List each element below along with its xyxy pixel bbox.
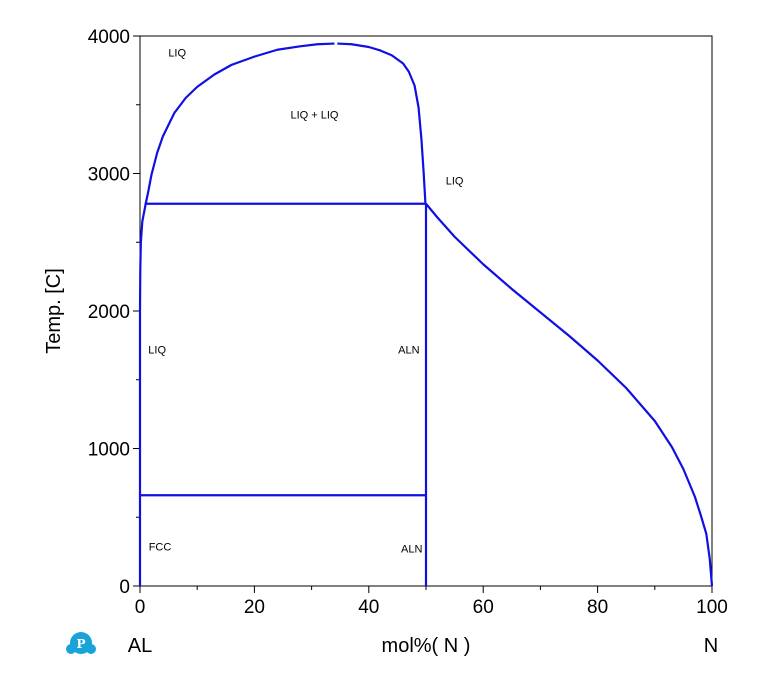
x-left-component: AL — [128, 635, 152, 657]
phase-label: FCC — [149, 541, 172, 553]
x-right-component: N — [704, 635, 718, 657]
phase-label: ALN — [398, 345, 419, 357]
x-tick-label: 100 — [696, 597, 728, 618]
x-tick-label: 40 — [358, 597, 379, 618]
x-tick-label: 0 — [135, 597, 146, 618]
x-axis-title: mol%( N ) — [382, 635, 471, 657]
phase-boundary-miscibility-gap-left — [138, 42, 335, 312]
x-tick-label: 60 — [473, 597, 494, 618]
phase-label: LIQ — [148, 345, 166, 357]
y-tick-label: 3000 — [88, 165, 130, 186]
phase-label: ALN — [401, 543, 422, 555]
phase-boundary-liquidus-right — [425, 203, 714, 587]
x-tick-labels: 0 20 40 60 80 100 — [135, 597, 728, 618]
y-tick-label: 0 — [119, 577, 130, 598]
phase-boundaries — [138, 42, 714, 587]
phase-label: LIQ + LIQ — [290, 110, 338, 122]
y-tick-label: 1000 — [88, 440, 130, 461]
axis-ticks — [133, 35, 713, 593]
phase-boundary-miscibility-gap-right — [337, 42, 427, 204]
software-logo-icon: P — [66, 632, 96, 654]
y-axis-title: Temp. [C] — [43, 268, 65, 354]
y-tick-label: 4000 — [88, 27, 130, 48]
y-tick-labels: 0 1000 2000 3000 4000 — [88, 27, 130, 598]
x-tick-label: 80 — [587, 597, 608, 618]
y-tick-label: 2000 — [88, 302, 130, 323]
phase-label: LIQ — [446, 176, 464, 188]
x-tick-label: 20 — [244, 597, 265, 618]
phase-label: LIQ — [168, 48, 186, 60]
logo-letter: P — [76, 637, 85, 651]
phase-labels: LIQ LIQ + LIQ LIQ LIQ ALN FCC ALN — [148, 48, 464, 556]
